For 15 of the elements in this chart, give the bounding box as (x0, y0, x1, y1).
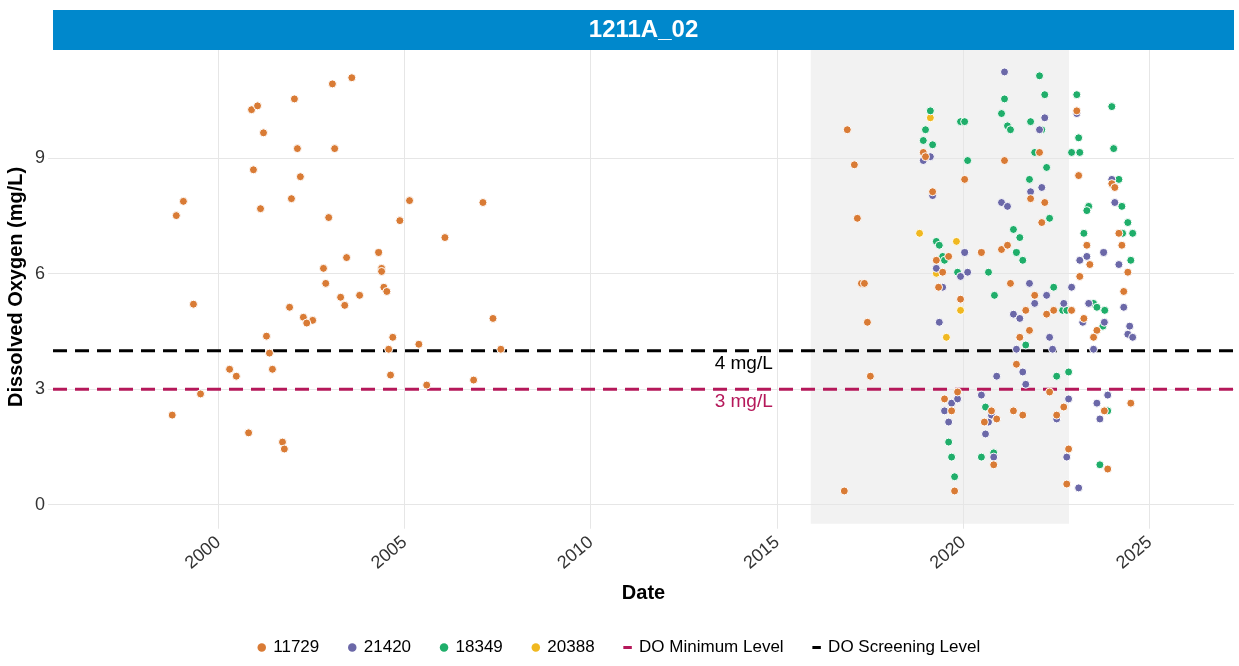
legend-label: 20388 (547, 637, 595, 657)
annotation: 4 mg/L (714, 351, 773, 373)
legend-label: 11729 (273, 637, 320, 657)
y-tick-label: 6 (35, 262, 46, 283)
legend-label: DO Screening Level (828, 637, 981, 657)
annotation: 3 mg/L (714, 390, 773, 412)
legend-label: 21420 (363, 637, 412, 657)
y-tick-label: 0 (35, 493, 46, 514)
x-axis-title: Date (621, 580, 666, 603)
chart-title: 1211A_02 (588, 14, 699, 42)
y-tick-label: 3 (35, 378, 46, 399)
y-tick-label: 9 (35, 147, 46, 168)
y-axis-title: Dissolved Oxygen (mg/L) (3, 166, 26, 407)
legend-label: DO Minimum Level (639, 637, 784, 657)
legend-label: 18349 (455, 637, 503, 657)
